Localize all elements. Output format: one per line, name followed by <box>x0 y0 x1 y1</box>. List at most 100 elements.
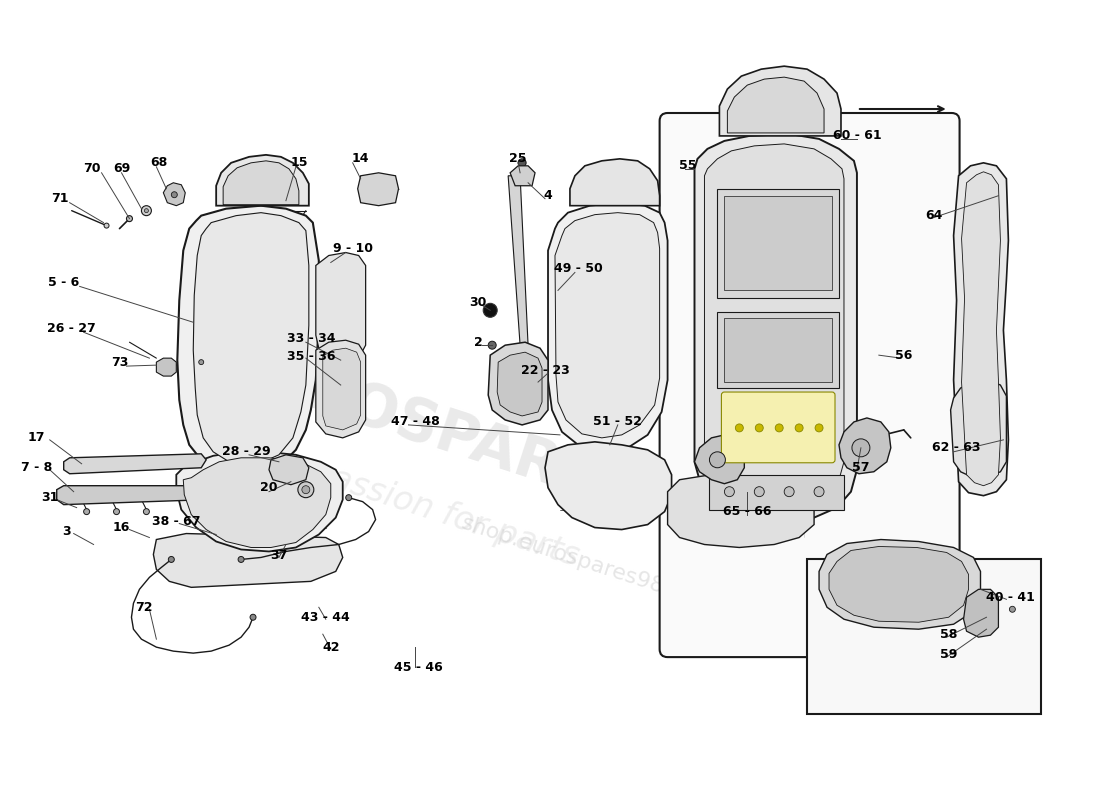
Polygon shape <box>829 546 968 622</box>
Polygon shape <box>177 206 319 474</box>
Text: 55: 55 <box>679 159 696 172</box>
Text: 22 - 23: 22 - 23 <box>520 364 570 377</box>
Circle shape <box>488 342 496 349</box>
Text: 43 - 44: 43 - 44 <box>301 610 350 624</box>
Polygon shape <box>176 452 343 551</box>
Text: 5 - 6: 5 - 6 <box>48 276 79 289</box>
Circle shape <box>301 486 310 494</box>
Circle shape <box>199 360 204 365</box>
Text: 38 - 67: 38 - 67 <box>152 515 200 528</box>
Circle shape <box>172 192 177 198</box>
Polygon shape <box>488 342 548 425</box>
Circle shape <box>483 303 497 318</box>
Polygon shape <box>727 77 824 133</box>
Polygon shape <box>270 455 309 485</box>
Text: 42: 42 <box>322 641 340 654</box>
Polygon shape <box>694 435 745 484</box>
Circle shape <box>756 424 763 432</box>
Polygon shape <box>508 176 528 345</box>
Text: 3: 3 <box>63 525 72 538</box>
Polygon shape <box>510 166 535 186</box>
Polygon shape <box>725 196 832 290</box>
Polygon shape <box>316 340 365 438</box>
Polygon shape <box>548 202 668 452</box>
Circle shape <box>815 424 823 432</box>
Polygon shape <box>725 318 832 382</box>
Polygon shape <box>223 161 299 205</box>
Text: shop.eurospares985: shop.eurospares985 <box>459 513 681 602</box>
Text: 58: 58 <box>939 628 957 641</box>
Polygon shape <box>217 155 309 206</box>
Circle shape <box>784 486 794 497</box>
Polygon shape <box>961 172 1000 486</box>
Text: 70: 70 <box>82 162 100 175</box>
Circle shape <box>518 159 526 167</box>
Polygon shape <box>668 472 814 547</box>
Text: 59: 59 <box>939 648 957 661</box>
Polygon shape <box>704 144 844 508</box>
Text: 31: 31 <box>41 491 58 504</box>
Polygon shape <box>710 474 844 510</box>
Polygon shape <box>954 163 1009 496</box>
Text: 73: 73 <box>111 356 129 369</box>
FancyBboxPatch shape <box>660 113 959 657</box>
Circle shape <box>84 509 89 514</box>
Circle shape <box>144 209 148 213</box>
Text: EUROSPARES: EUROSPARES <box>216 336 646 524</box>
Circle shape <box>795 424 803 432</box>
Text: 14: 14 <box>352 152 370 166</box>
Text: 57: 57 <box>852 462 870 474</box>
Text: 62 - 63: 62 - 63 <box>933 442 981 454</box>
Circle shape <box>814 486 824 497</box>
Text: 40 - 41: 40 - 41 <box>986 591 1035 604</box>
Text: 65 - 66: 65 - 66 <box>723 505 771 518</box>
Text: 20: 20 <box>261 481 277 494</box>
Circle shape <box>168 557 174 562</box>
Text: 37: 37 <box>271 549 287 562</box>
Circle shape <box>725 486 735 497</box>
Polygon shape <box>556 213 660 438</box>
Circle shape <box>238 557 244 562</box>
Text: 2: 2 <box>474 336 483 349</box>
Circle shape <box>345 494 352 501</box>
Polygon shape <box>570 159 660 206</box>
Polygon shape <box>322 348 361 430</box>
Text: 25: 25 <box>509 152 527 166</box>
Polygon shape <box>717 189 839 298</box>
Polygon shape <box>316 253 365 362</box>
Text: a passion for parts: a passion for parts <box>277 446 583 574</box>
Polygon shape <box>719 66 842 136</box>
Polygon shape <box>820 539 980 630</box>
Polygon shape <box>156 358 176 376</box>
Circle shape <box>104 223 109 228</box>
Polygon shape <box>194 213 309 464</box>
Text: 64: 64 <box>925 209 943 222</box>
Polygon shape <box>358 173 398 206</box>
Circle shape <box>776 424 783 432</box>
FancyBboxPatch shape <box>722 392 835 462</box>
Circle shape <box>736 424 744 432</box>
Polygon shape <box>839 418 891 474</box>
Text: 69: 69 <box>113 162 130 175</box>
Circle shape <box>143 509 150 514</box>
Polygon shape <box>64 454 206 474</box>
Text: 30: 30 <box>470 296 487 309</box>
Bar <box>807 559 1042 714</box>
Text: 9 - 10: 9 - 10 <box>332 242 373 255</box>
Polygon shape <box>184 458 331 547</box>
Circle shape <box>755 486 764 497</box>
Polygon shape <box>694 134 857 522</box>
Text: 60 - 61: 60 - 61 <box>833 130 881 142</box>
Text: 71: 71 <box>51 192 68 206</box>
Polygon shape <box>153 534 343 587</box>
Polygon shape <box>497 352 542 416</box>
Text: 49 - 50: 49 - 50 <box>553 262 603 275</box>
Polygon shape <box>950 380 1006 478</box>
Circle shape <box>851 439 870 457</box>
Circle shape <box>710 452 725 468</box>
Text: 56: 56 <box>895 349 913 362</box>
Polygon shape <box>163 182 185 206</box>
Circle shape <box>298 482 314 498</box>
Text: 45 - 46: 45 - 46 <box>394 661 443 674</box>
Text: 15: 15 <box>290 156 308 170</box>
